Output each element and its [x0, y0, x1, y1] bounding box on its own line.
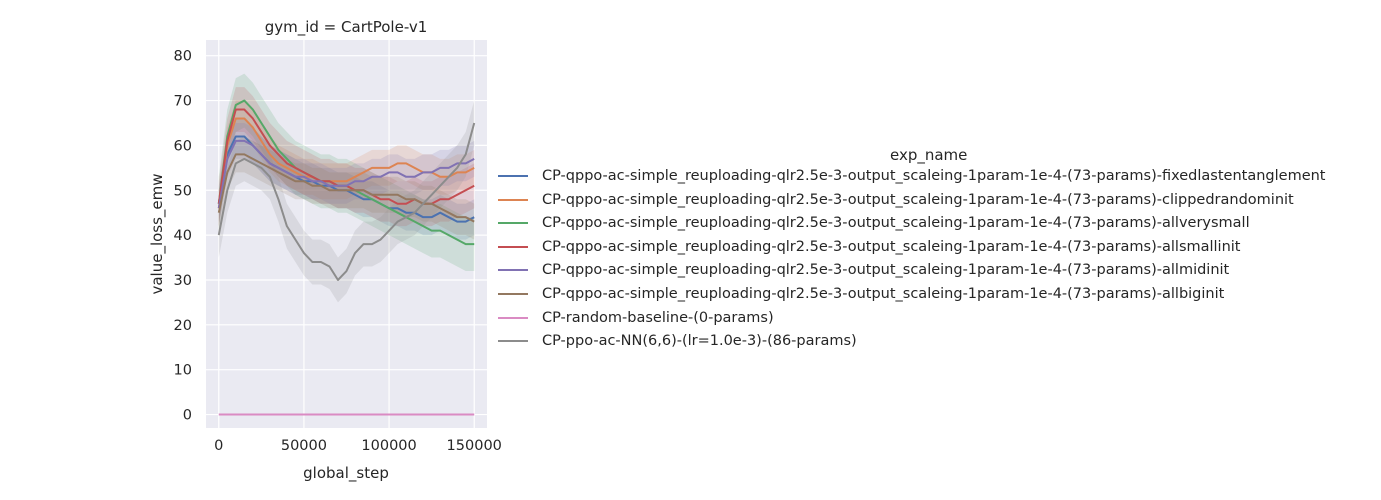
legend-item: CP-random-baseline-(0-params) — [498, 308, 774, 328]
legend-swatch — [498, 340, 528, 343]
legend-label: CP-qppo-ac-simple_reuploading-qlr2.5e-3-… — [542, 168, 1326, 184]
legend-item: CP-qppo-ac-simple_reuploading-qlr2.5e-3-… — [498, 237, 1241, 257]
legend-item: CP-qppo-ac-simple_reuploading-qlr2.5e-3-… — [498, 260, 1229, 280]
legend-title: exp_name — [890, 146, 968, 164]
y-tick-label: 40 — [174, 228, 192, 244]
x-tick-label: 50000 — [281, 438, 327, 454]
series-line-7 — [217, 122, 476, 281]
series-band-4 — [218, 122, 475, 227]
series-line-5 — [217, 153, 475, 223]
legend-label: CP-ppo-ac-NN(6,6)-(lr=1.0e-3)-(86-params… — [542, 333, 857, 350]
legend-item: CP-qppo-ac-simple_reuploading-qlr2.5e-3-… — [498, 166, 1326, 186]
series-band-2 — [218, 73, 475, 272]
y-tick-label: 80 — [174, 49, 192, 65]
y-tick-label: 70 — [174, 94, 192, 110]
x-tick-label: 100000 — [361, 438, 416, 454]
legend-swatch — [498, 175, 528, 177]
legend-item: CP-qppo-ac-simple_reuploading-qlr2.5e-3-… — [498, 284, 1224, 304]
y-tick-label: 50 — [174, 183, 192, 199]
x-tick-label: 150000 — [447, 438, 502, 454]
series-band-0 — [218, 118, 475, 240]
legend-label: CP-qppo-ac-simple_reuploading-qlr2.5e-3-… — [542, 238, 1241, 255]
plot-area — [206, 40, 487, 428]
legend-item: CP-qppo-ac-simple_reuploading-qlr2.5e-3-… — [498, 190, 1294, 210]
series-band-1 — [218, 100, 475, 227]
y-tick-label: 30 — [174, 273, 192, 289]
legend-label: CP-qppo-ac-simple_reuploading-qlr2.5e-3-… — [542, 286, 1225, 302]
legend-label: CP-random-baseline-(0-params) — [542, 309, 774, 326]
legend-item: CP-ppo-ac-NN(6,6)-(lr=1.0e-3)-(86-params… — [498, 331, 857, 351]
legend-label: CP-qppo-ac-simple_reuploading-qlr2.5e-3-… — [542, 215, 1250, 232]
y-tick-label: 10 — [174, 363, 192, 379]
legend-swatch — [498, 198, 528, 201]
x-axis-label: global_step — [303, 464, 389, 483]
confidence-bands — [218, 73, 475, 303]
y-axis-label: value_loss_emw — [148, 173, 167, 294]
series-band-7 — [218, 100, 475, 303]
legend-item: CP-qppo-ac-simple_reuploading-qlr2.5e-3-… — [498, 213, 1250, 233]
legend-swatch — [498, 245, 528, 248]
legend-swatch — [498, 316, 528, 319]
legend-swatch — [498, 293, 528, 295]
chart-title: gym_id = CartPole-v1 — [265, 18, 428, 37]
y-tick-label: 20 — [174, 318, 192, 334]
legend-swatch — [498, 222, 528, 225]
series-band-3 — [218, 87, 475, 227]
y-tick-label: 0 — [183, 408, 192, 424]
legend-swatch — [498, 269, 528, 272]
legend-label: CP-qppo-ac-simple_reuploading-qlr2.5e-3-… — [542, 262, 1230, 279]
series-line-4 — [217, 139, 475, 209]
legend-label: CP-qppo-ac-simple_reuploading-qlr2.5e-3-… — [542, 191, 1294, 208]
x-tick-label: 0 — [214, 438, 223, 454]
y-tick-label: 60 — [174, 138, 192, 154]
tick-labels: 0 10 20 30 40 50 60 70 80 0 50000 100000 150000 — [174, 49, 502, 454]
series-lines — [217, 99, 476, 416]
